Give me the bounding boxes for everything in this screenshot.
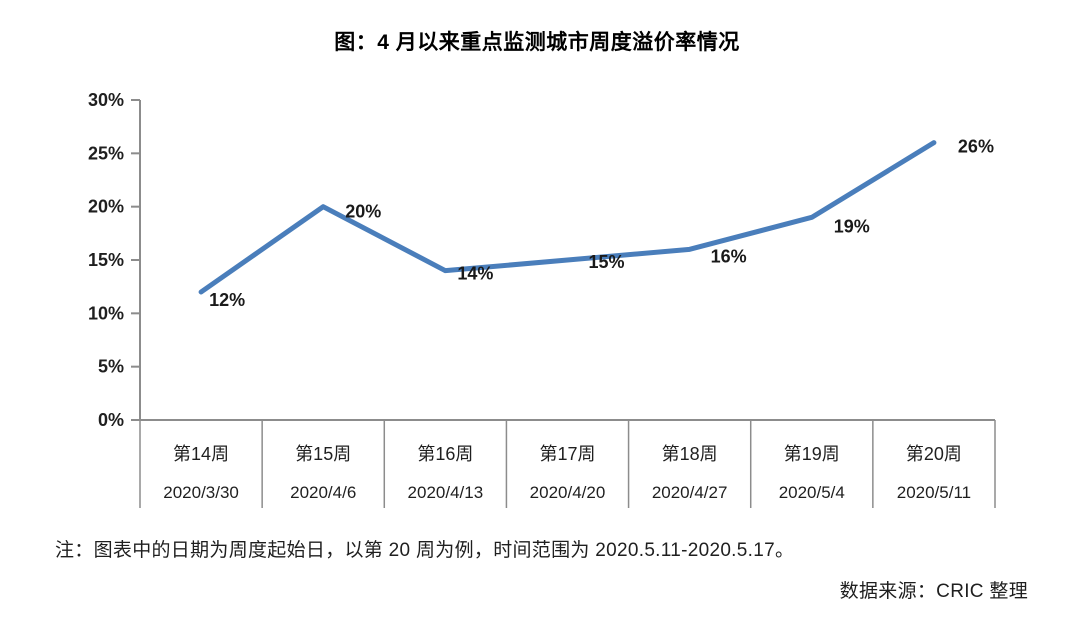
category-date-label: 2020/4/27 [652, 483, 728, 502]
data-point-label: 16% [711, 246, 747, 266]
category-week-label: 第19周 [784, 444, 840, 464]
category-date-label: 2020/4/20 [530, 483, 606, 502]
category-week-label: 第16周 [417, 444, 473, 464]
data-point-label: 14% [457, 264, 493, 284]
data-point-label: 20% [345, 202, 381, 222]
chart-title: 图：4 月以来重点监测城市周度溢价率情况 [334, 31, 740, 54]
data-point-label: 12% [209, 290, 245, 310]
data-point-label: 19% [834, 216, 870, 236]
data-source: 数据来源：CRIC 整理 [839, 581, 1028, 602]
series-line [198, 140, 937, 295]
category-week-label: 第14周 [173, 444, 229, 464]
category-week-label: 第18周 [662, 444, 718, 464]
footnote: 注：图表中的日期为周度起始日，以第 20 周为例，时间范围为 2020.5.11… [55, 540, 795, 561]
data-point-label: 26% [958, 137, 994, 157]
y-axis-label: 10% [88, 303, 124, 323]
y-axis-label: 0% [98, 410, 124, 430]
category-date-label: 2020/5/4 [779, 483, 845, 502]
y-axis-label: 30% [88, 90, 124, 110]
category-date-label: 2020/5/11 [897, 483, 971, 502]
category-week-label: 第17周 [539, 444, 595, 464]
category-week-label: 第20周 [906, 444, 962, 464]
category-date-label: 2020/4/6 [290, 483, 356, 502]
category-week-label: 第15周 [295, 444, 351, 464]
category-date-label: 2020/3/30 [163, 483, 239, 502]
y-axis-label: 5% [98, 357, 124, 377]
y-axis-label: 20% [88, 197, 124, 217]
category-date-label: 2020/4/13 [408, 483, 484, 502]
y-axis-label: 25% [88, 143, 124, 163]
y-axis-label: 15% [88, 250, 124, 270]
data-point-label: 15% [589, 252, 625, 272]
